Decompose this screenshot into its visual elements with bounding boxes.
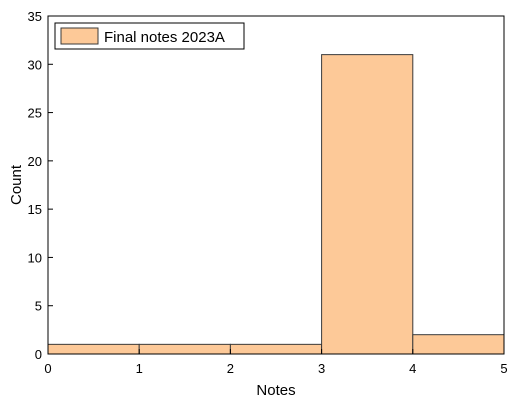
plot-background xyxy=(48,16,504,354)
histogram-bar-3 xyxy=(321,54,414,355)
y-tick-label-4: 20 xyxy=(28,154,42,169)
y-tick-label-0: 0 xyxy=(35,347,42,362)
histogram-bar-1 xyxy=(138,343,231,355)
x-tick-label-5: 5 xyxy=(500,361,507,376)
legend-swatch xyxy=(60,27,99,45)
plot-frame xyxy=(47,15,505,355)
x-tick-label-0: 0 xyxy=(44,361,51,376)
y-tick-label-2: 10 xyxy=(28,250,42,265)
x-tick-label-1: 1 xyxy=(136,361,143,376)
y-ticks-group: 0 5 10 15 20 25 30 35 xyxy=(28,9,53,362)
legend: Final notes 2023A xyxy=(54,22,245,50)
x-tick-label-4: 4 xyxy=(409,361,416,376)
histogram-bar-4 xyxy=(412,334,505,355)
y-tick-label-6: 30 xyxy=(28,57,42,72)
x-tick-label-2: 2 xyxy=(227,361,234,376)
y-tick-label-5: 25 xyxy=(28,106,42,121)
x-axis-label: Notes xyxy=(256,382,295,398)
bars-group xyxy=(47,54,505,355)
x-tick-label-3: 3 xyxy=(318,361,325,376)
y-axis-label: Count xyxy=(8,164,25,205)
histogram-bar-2 xyxy=(229,343,323,355)
legend-label: Final notes 2023A xyxy=(104,29,225,46)
y-tick-label-3: 15 xyxy=(28,202,42,217)
y-tick-label-7: 35 xyxy=(28,9,42,24)
y-tick-label-1: 5 xyxy=(35,299,42,314)
histogram-bar-0 xyxy=(47,343,140,355)
